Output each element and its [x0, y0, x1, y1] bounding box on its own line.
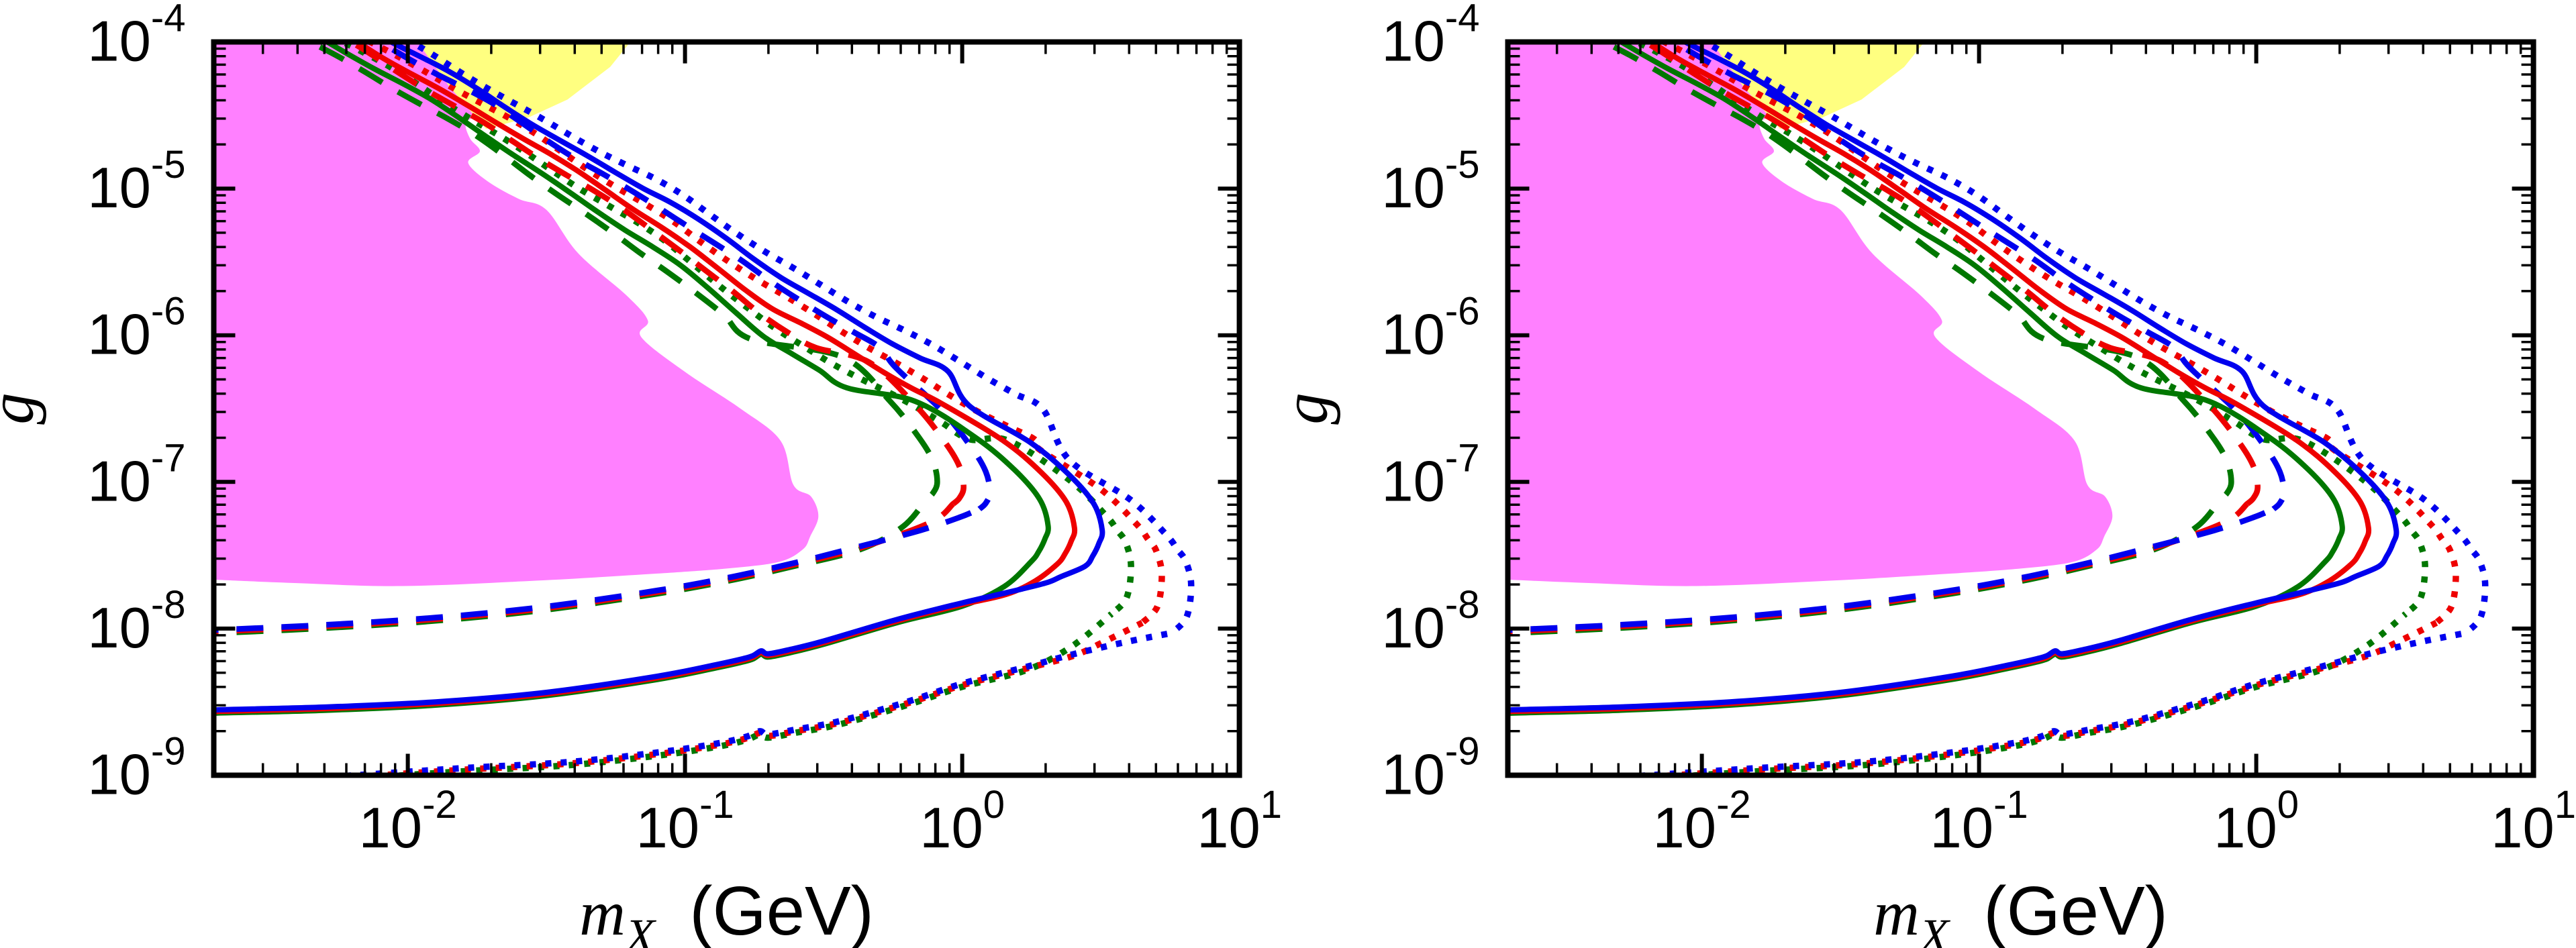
svg-text:g: g: [0, 392, 47, 425]
svg-text:10-2: 10-2: [359, 783, 457, 860]
svg-text:10-7: 10-7: [1381, 436, 1479, 513]
svg-text:10-8: 10-8: [1381, 583, 1479, 660]
svg-text:mX (GeV): mX (GeV): [1873, 872, 2168, 948]
svg-text:g: g: [1270, 392, 1341, 425]
svg-text:mX (GeV): mX (GeV): [579, 872, 874, 948]
svg-text:10-4: 10-4: [1381, 0, 1479, 74]
svg-text:100: 100: [920, 783, 1005, 860]
svg-text:10-8: 10-8: [87, 583, 185, 660]
